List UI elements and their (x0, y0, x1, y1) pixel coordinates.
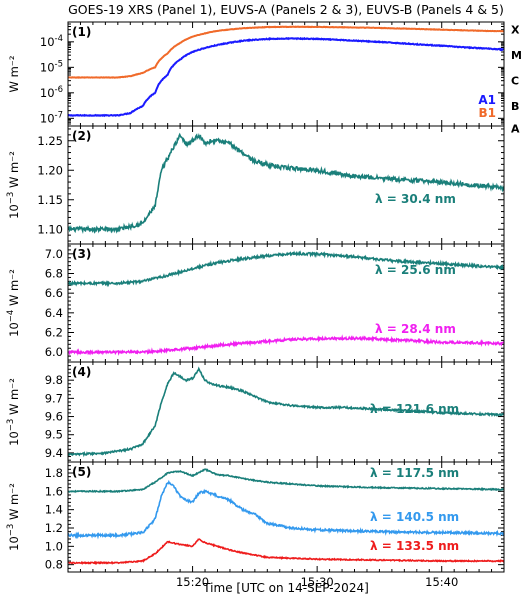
series-line-5-3 (68, 538, 504, 566)
y-tick-label: 1.10 (37, 222, 63, 236)
y-tick-label: 1.25 (37, 134, 63, 148)
flare-class-label: A (511, 122, 520, 135)
y-tick-label: 1.20 (37, 163, 63, 177)
flare-class-label: X (511, 24, 520, 37)
panel-label: (3) (72, 247, 91, 261)
y-tick-label: 6.4 (45, 306, 63, 320)
y-tick-label: 6.8 (45, 267, 63, 281)
panel-5: 0.8 1.0 1.2 1.4 1.6 1.8 10−3 W m⁻² λ = 117.5 nm… (6, 461, 505, 589)
series-label: λ = 140.5 nm (370, 510, 459, 524)
series-line-5-2 (68, 479, 504, 540)
series-label: λ = 30.4 nm (375, 192, 456, 206)
panel-4: 9.4 9.5 9.6 9.7 9.8 10−3 W m⁻² λ = 121.6 nm (4) (6, 361, 505, 463)
flare-class-label: M (511, 49, 522, 62)
panel-2: 1.10 1.15 1.20 1.25 10−3 W m⁻² λ = 30.4 nm (2) (6, 125, 505, 245)
series-label: λ = 117.5 nm (370, 466, 459, 480)
y-tick-label: 9.8 (45, 373, 63, 387)
y-tick-label: 6.6 (45, 286, 63, 300)
y-axis-label: 10−4 W m⁻² (6, 269, 21, 337)
y-tick-label: 1.4 (45, 503, 63, 517)
series-line-3-2 (68, 334, 504, 356)
series-label: λ = 28.4 nm (375, 322, 456, 336)
series-line-2-1 (68, 132, 504, 234)
y-tick-label: 0.8 (45, 558, 63, 572)
y-tick-label: 9.4 (45, 446, 63, 460)
y-tick-label: 9.5 (45, 428, 63, 442)
series-line-3-1 (68, 250, 504, 288)
panel-label: (2) (72, 129, 91, 143)
y-tick-label: 10-4 (40, 34, 63, 49)
y-tick-label: 9.7 (45, 391, 63, 405)
x-axis-label: Time [UTC on 14-SEP-2024] (202, 581, 369, 595)
series-line-1-1 (68, 36, 504, 118)
figure-title: GOES-19 XRS (Panel 1), EUVS-A (Panels 2 … (68, 2, 504, 17)
series-label: λ = 133.5 nm (370, 539, 459, 553)
y-axis-label: W m⁻² (7, 56, 21, 93)
legend-entry: A1 (478, 93, 496, 107)
series-label: λ = 121.6 nm (370, 402, 459, 416)
y-tick-label: 1.6 (45, 484, 63, 498)
y-axis-label: 10−3 W m⁻² (6, 378, 21, 446)
y-axis-label: 10−3 W m⁻² (6, 483, 21, 551)
x-tick-label: 15:20 (176, 575, 209, 589)
legend-entry: B1 (479, 106, 497, 120)
y-tick-label: 1.0 (45, 539, 63, 553)
panel-label: (4) (72, 365, 91, 379)
y-tick-label: 10-5 (40, 59, 63, 74)
y-tick-label: 9.6 (45, 410, 63, 424)
panel-label: (1) (72, 25, 91, 39)
x-tick-label: 15:40 (425, 575, 458, 589)
series-line-4-1 (68, 366, 504, 458)
panel-label: (5) (72, 465, 91, 479)
y-axis-label: 10−3 W m⁻² (6, 151, 21, 219)
series-line-5-1 (68, 468, 504, 494)
y-tick-label: 7.0 (45, 247, 63, 261)
y-tick-label: 1.8 (45, 466, 63, 480)
y-tick-label: 6.0 (45, 345, 63, 359)
axes-frame (67, 461, 505, 573)
flare-class-label: C (511, 75, 519, 88)
y-tick-label: 1.15 (37, 193, 63, 207)
panel-3: 6.0 6.2 6.4 6.6 6.8 7.0 10−4 W m⁻² λ = 25.6 nm λ… (6, 243, 505, 363)
series-label: λ = 25.6 nm (375, 263, 456, 277)
x-tick-label: 15:30 (301, 575, 334, 589)
y-tick-label: 6.2 (45, 326, 63, 340)
series-line-1-2 (68, 25, 504, 79)
y-tick-label: 10-6 (40, 85, 63, 100)
y-tick-label: 1.2 (45, 521, 63, 535)
flare-class-label: B (511, 100, 519, 113)
y-tick-label: 10-7 (40, 110, 63, 125)
